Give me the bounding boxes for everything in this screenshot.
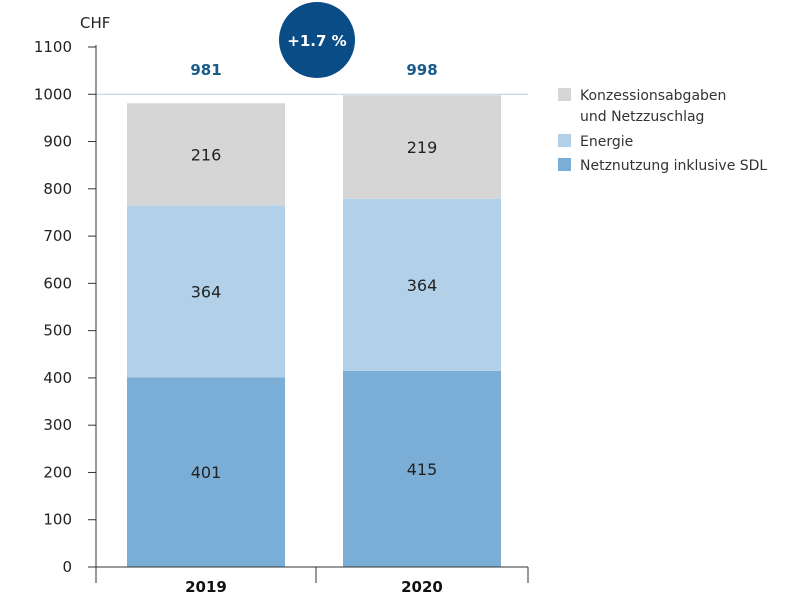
x-category-label: 2019 <box>185 578 227 596</box>
y-tick-label: 1100 <box>34 38 72 56</box>
axes <box>88 45 529 583</box>
change-badge: +1.7 % <box>279 2 355 78</box>
legend-label: Netznutzung inklusive SDL <box>580 158 767 174</box>
bar-segment <box>343 95 501 199</box>
legend-swatch <box>558 88 571 101</box>
legend-label: Energie <box>580 134 633 150</box>
bars: 401 364 216 415 364 219 <box>127 95 501 567</box>
bar-segment <box>343 370 501 567</box>
y-tick-label: 900 <box>43 133 72 151</box>
y-tick-label: 500 <box>43 322 72 340</box>
y-tick-label: 200 <box>43 463 72 481</box>
bar-segment <box>127 377 285 567</box>
legend-swatch <box>558 134 571 147</box>
bar-segment <box>127 103 285 206</box>
bar-segment-label: 364 <box>191 282 222 301</box>
legend-label: Konzessionsabgaben <box>580 88 726 104</box>
x-category-labels: 2019 2020 <box>185 578 443 596</box>
y-tick-label: 1000 <box>34 85 72 103</box>
bar-segment-label: 401 <box>191 463 222 482</box>
legend: Konzessionsabgaben und Netzzuschlag Energi… <box>558 88 767 174</box>
y-tick-label: 600 <box>43 274 72 292</box>
y-tick-labels: 0 100 200 300 400 500 600 700 800 900 1000 1100 <box>34 38 72 576</box>
bar-total-label: 981 <box>190 61 221 79</box>
y-tick-label: 0 <box>62 558 72 576</box>
y-tick-label: 100 <box>43 511 72 529</box>
x-category-label: 2020 <box>401 578 443 596</box>
total-labels: 981 998 <box>190 61 437 79</box>
bar-segment <box>127 205 285 378</box>
bar-segment-label: 364 <box>407 276 438 295</box>
legend-label: und Netzzuschlag <box>580 109 704 125</box>
bar-segment <box>343 198 501 371</box>
y-tick-label: 800 <box>43 180 72 198</box>
y-tick-label: 400 <box>43 369 72 387</box>
y-unit-label: CHF <box>80 14 110 32</box>
change-badge-label: +1.7 % <box>287 32 346 50</box>
bar-segment-label: 415 <box>407 460 438 479</box>
y-tick-label: 700 <box>43 227 72 245</box>
bar-segment-label: 216 <box>191 145 222 164</box>
bar-segment-label: 219 <box>407 138 438 157</box>
legend-swatch <box>558 158 571 171</box>
bar-total-label: 998 <box>406 61 437 79</box>
change-badge-circle <box>279 2 355 78</box>
y-tick-label: 300 <box>43 416 72 434</box>
